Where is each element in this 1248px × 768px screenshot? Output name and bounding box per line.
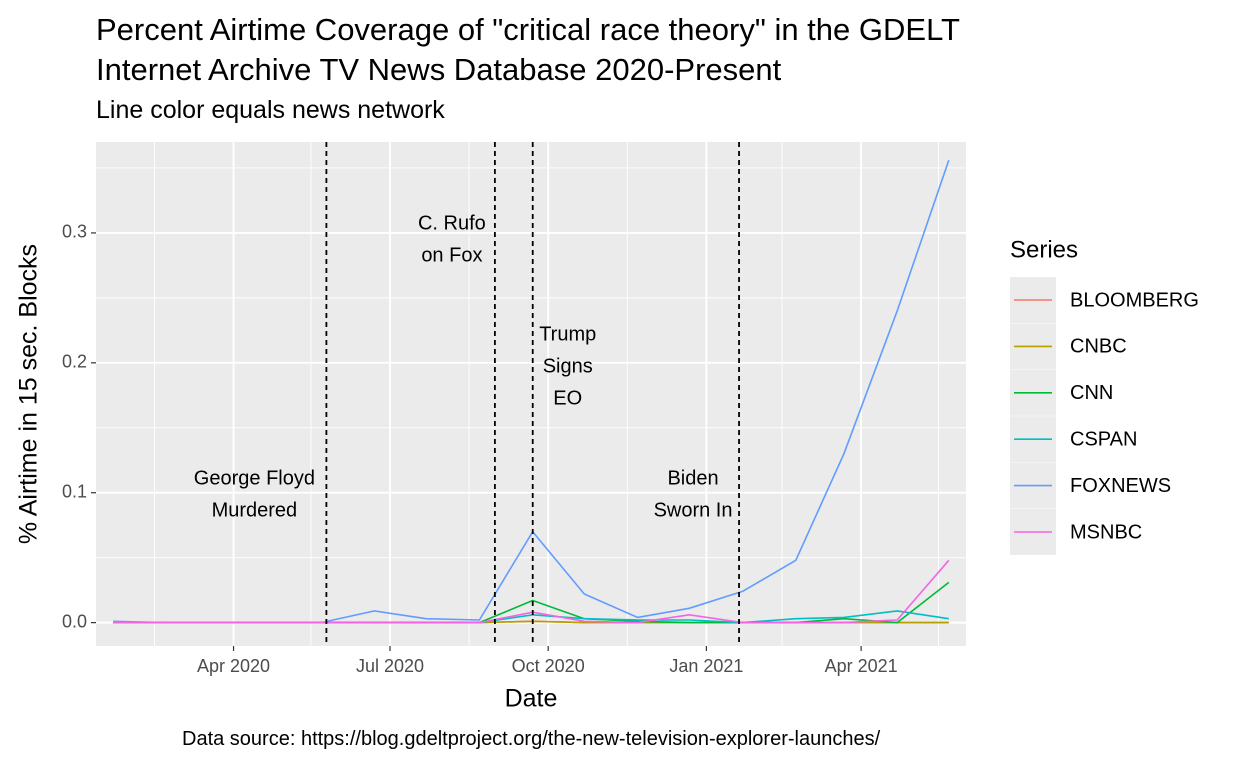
event-label: Sworn In [654,499,733,521]
x-tick-label: Jul 2020 [356,656,424,676]
event-label: on Fox [421,244,482,266]
event-label: C. Rufo [418,212,486,234]
data-source-caption: Data source: https://blog.gdeltproject.o… [182,728,881,750]
chart-subtitle: Line color equals news network [96,96,445,124]
legend-label: CNN [1070,382,1113,404]
legend-label: CNBC [1070,336,1127,358]
legend-title: Series [1010,236,1078,263]
y-tick-label: 0.3 [62,222,87,242]
x-tick-label: Oct 2020 [512,656,585,676]
y-axis-title: % Airtime in 15 sec. Blocks [15,244,43,544]
legend-label: FOXNEWS [1070,475,1171,497]
x-axis-title: Date [505,685,558,713]
x-tick-label: Apr 2020 [197,656,270,676]
legend-label: BLOOMBERG [1070,289,1199,311]
event-label: Murdered [212,499,298,521]
chart-title: Percent Airtime Coverage of "critical ra… [96,10,960,90]
chart-title-line-1: Percent Airtime Coverage of "critical ra… [96,12,960,47]
event-label: EO [553,387,582,409]
legend-label: CSPAN [1070,428,1137,450]
event-label: Trump [539,323,596,345]
y-tick-label: 0.1 [62,481,87,501]
x-tick-label: Jan 2021 [669,656,743,676]
event-label: Signs [543,355,593,377]
event-label: George Floyd [194,467,315,489]
chart-title-line-2: Internet Archive TV News Database 2020-P… [96,52,782,87]
event-label: Biden [667,467,718,489]
y-tick-label: 0.2 [62,352,87,372]
x-tick-label: Apr 2021 [825,656,898,676]
y-tick-label: 0.0 [62,611,87,631]
legend-label: MSNBC [1070,521,1142,543]
plot-panel [96,142,966,646]
